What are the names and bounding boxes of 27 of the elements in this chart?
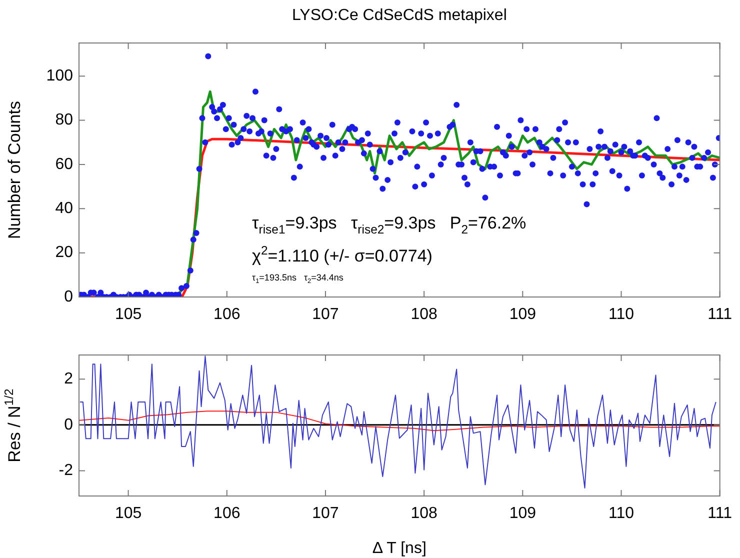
x-tick-label: 108 <box>410 505 438 522</box>
y-axis-title: Number of Counts <box>5 101 24 239</box>
x-tick-label: 105 <box>114 505 142 522</box>
chart-title: LYSO:Ce CdSeCdS metapixel <box>292 7 507 24</box>
x-tick-label: 109 <box>509 505 536 522</box>
y-tick-label: 2 <box>64 370 74 388</box>
x-tick-label: 110 <box>608 306 634 324</box>
x-tick-label: 107 <box>312 306 339 324</box>
x-tick-label: 110 <box>608 505 634 522</box>
x-tick-label: 111 <box>708 505 732 522</box>
y-tick-label: 80 <box>55 112 74 129</box>
y-tick-label: 0 <box>64 416 74 434</box>
x-tick-label: 107 <box>312 505 339 522</box>
y-tick-label: 0 <box>64 288 74 306</box>
y-tick-label: 20 <box>55 244 74 262</box>
x-tick-label: 106 <box>214 505 240 522</box>
x-tick-label: 106 <box>214 306 240 324</box>
y-tick-label: -2 <box>58 462 74 480</box>
y-tick-label: 40 <box>55 200 74 218</box>
x-tick-label: 109 <box>509 306 536 324</box>
y-axis-title: Res / N1/2 <box>2 388 24 462</box>
y-tick-label: 100 <box>46 68 74 85</box>
x-tick-label: 105 <box>114 306 142 324</box>
x-tick-label: 111 <box>708 306 732 324</box>
y-tick-label: 60 <box>55 156 74 173</box>
x-axis-title: Δ T [ns] <box>372 540 426 557</box>
x-tick-label: 108 <box>410 306 438 324</box>
